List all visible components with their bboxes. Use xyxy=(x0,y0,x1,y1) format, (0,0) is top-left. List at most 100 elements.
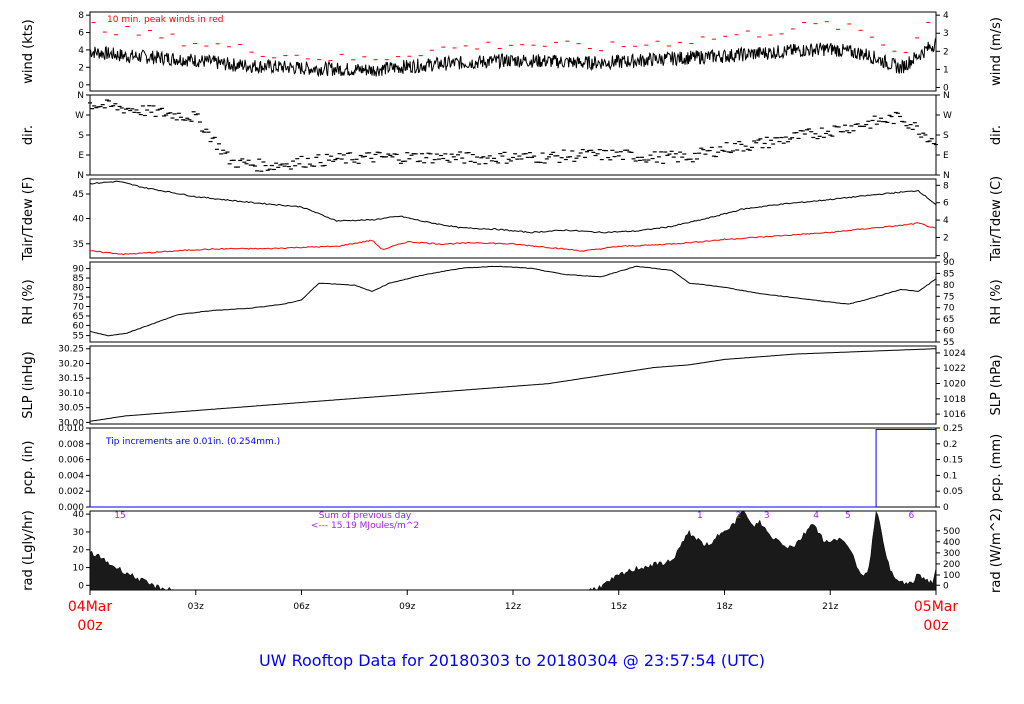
ytick-label-rad: 30 xyxy=(73,528,85,538)
ytick-label-rad: 0 xyxy=(78,581,84,591)
ytick-right-label-rh: 85 xyxy=(943,269,954,279)
ytick-right-label-wind: 1 xyxy=(943,65,949,75)
sunlight-marker-label: 4 xyxy=(813,511,819,521)
ylabel-wind: wind (kts) xyxy=(21,19,36,83)
ytick-label-rh: 90 xyxy=(73,265,85,275)
ytick-right-label-rad: 300 xyxy=(943,549,960,559)
ylabel-right-dir: dir. xyxy=(989,125,1004,145)
ytick-right-label-wind: 4 xyxy=(943,11,949,21)
ytick-label-rad: 20 xyxy=(73,546,85,556)
ytick-right-label-rh: 70 xyxy=(943,304,955,314)
ytick-label-dir: N xyxy=(77,171,84,181)
ytick-label-rh: 70 xyxy=(73,302,85,312)
ytick-right-label-temp: 4 xyxy=(943,216,949,226)
ytick-label-rh: 80 xyxy=(73,284,85,294)
ytick-right-label-pcp: 0.05 xyxy=(943,487,963,497)
series-line-temp-0 xyxy=(89,180,937,234)
panel-frame-rh xyxy=(89,261,937,343)
ytick-label-dir: S xyxy=(78,131,84,141)
ytick-label-pcp: 0.002 xyxy=(58,487,84,497)
ytick-right-label-rh: 55 xyxy=(943,338,954,348)
ytick-label-rad: 10 xyxy=(73,564,85,574)
ylabel-right-slp: SLP (hPa) xyxy=(989,354,1004,415)
ytick-right-label-rh: 65 xyxy=(943,315,954,325)
ytick-right-label-temp: 8 xyxy=(943,181,949,191)
ytick-right-label-slp: 1020 xyxy=(943,379,966,389)
ytick-right-label-temp: 6 xyxy=(943,199,949,209)
ylabel-temp: Tair/Tdew (F) xyxy=(21,177,36,262)
ytick-label-rh: 85 xyxy=(73,274,84,284)
ytick-right-label-rad: 400 xyxy=(943,538,960,548)
ytick-label-temp: 40 xyxy=(73,215,85,225)
sunlight-marker-label: 15 xyxy=(114,511,125,521)
ytick-label-wind: 2 xyxy=(78,63,84,73)
sunlight-marker-label: 3 xyxy=(764,511,770,521)
ytick-right-label-rh: 80 xyxy=(943,281,955,291)
ytick-right-label-rad: 500 xyxy=(943,527,960,537)
ytick-right-label-slp: 1016 xyxy=(943,410,966,420)
ytick-label-slp: 30.25 xyxy=(58,345,84,355)
ytick-label-rad: 40 xyxy=(73,510,85,520)
ytick-right-label-dir: N xyxy=(943,91,950,101)
ytick-label-wind: 8 xyxy=(78,11,84,21)
ytick-right-label-dir: N xyxy=(943,171,950,181)
ytick-label-rh: 75 xyxy=(73,293,84,303)
rad-annotation-line: Sum of previous day xyxy=(319,511,412,521)
ytick-right-label-pcp: 0.1 xyxy=(943,471,957,481)
day-label-start-date: 04Mar xyxy=(68,599,112,615)
ytick-right-label-pcp: 0 xyxy=(943,503,949,513)
chart-title: UW Rooftop Data for 20180303 to 20180304… xyxy=(259,651,765,670)
ytick-right-label-wind: 0 xyxy=(943,83,949,93)
series-line-pcp-0 xyxy=(90,429,936,508)
ytick-right-label-dir: W xyxy=(943,111,952,121)
ytick-right-label-wind: 3 xyxy=(943,29,949,39)
series-line-rh-0 xyxy=(89,265,937,337)
series-line-temp-1 xyxy=(89,222,937,256)
ylabel-right-rad: rad (W/m^2) xyxy=(989,508,1004,593)
sunlight-marker-label: 2 xyxy=(736,511,742,521)
rad-annotation-line: <--- 15.19 MJoules/m^2 xyxy=(311,521,419,531)
ytick-label-dir: N xyxy=(77,91,84,101)
annotation-pcp: Tip increments are 0.01in. (0.254mm.) xyxy=(105,437,280,447)
ylabel-rad: rad (Lgly/hr) xyxy=(21,510,36,591)
ytick-right-label-rad: 100 xyxy=(943,571,960,581)
ytick-label-dir: W xyxy=(75,111,84,121)
ytick-right-label-rh: 90 xyxy=(943,258,955,268)
ylabel-right-temp: Tair/Tdew (C) xyxy=(989,176,1004,262)
ytick-label-rh: 60 xyxy=(73,321,85,331)
ylabel-rh: RH (%) xyxy=(21,279,36,324)
ytick-right-label-dir: S xyxy=(943,131,949,141)
ytick-right-label-slp: 1024 xyxy=(943,349,966,359)
ytick-label-pcp: 0.004 xyxy=(58,471,84,481)
panel-frame-slp xyxy=(89,345,937,425)
ytick-label-pcp: 0.000 xyxy=(58,503,84,513)
ylabel-right-pcp: pcp. (mm) xyxy=(989,434,1004,501)
radiation-area xyxy=(89,510,937,591)
ytick-label-rh: 65 xyxy=(73,312,84,322)
ytick-label-pcp: 0.008 xyxy=(58,440,84,450)
ytick-right-label-pcp: 0.25 xyxy=(943,424,963,434)
ytick-label-temp: 35 xyxy=(73,240,84,250)
ytick-right-label-rh: 60 xyxy=(943,327,955,337)
time-tick-label: 09z xyxy=(399,602,415,612)
ytick-label-wind: 6 xyxy=(78,29,84,39)
annotation-wind: 10 min. peak winds in red xyxy=(107,15,224,25)
ylabel-pcp: pcp. (in) xyxy=(21,441,36,495)
ytick-right-label-rad: 200 xyxy=(943,560,960,570)
ytick-right-label-dir: E xyxy=(943,151,949,161)
ytick-label-temp: 45 xyxy=(73,190,84,200)
panel-frame-dir xyxy=(89,94,937,176)
sunlight-marker-label: 5 xyxy=(845,511,851,521)
sunlight-marker-label: 6 xyxy=(908,511,914,521)
ytick-right-label-slp: 1022 xyxy=(943,364,966,374)
ytick-label-slp: 30.10 xyxy=(58,389,84,399)
ylabel-slp: SLP (inHg) xyxy=(21,351,36,419)
ytick-label-wind: 0 xyxy=(78,81,84,91)
ytick-label-slp: 30.15 xyxy=(58,374,84,384)
ytick-label-rh: 55 xyxy=(73,332,84,342)
time-tick-label: 03z xyxy=(188,602,204,612)
ytick-right-label-temp: 0 xyxy=(943,252,949,262)
ytick-right-label-rh: 75 xyxy=(943,292,954,302)
